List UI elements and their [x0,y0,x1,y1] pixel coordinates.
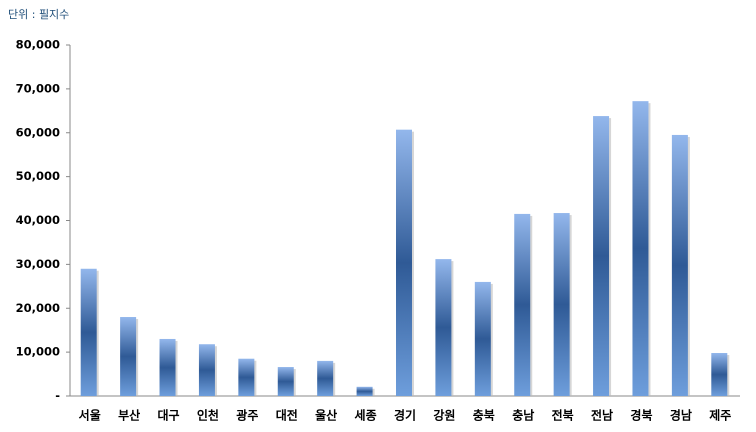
bar [671,134,688,396]
x-tick-label: 인천 [197,408,219,423]
x-tick-label: 광주 [236,408,258,423]
bar [356,386,373,396]
x-tick-label: 충남 [512,408,534,423]
chart-title: 단위 : 필지수 [8,8,69,21]
x-tick-label: 울산 [315,408,337,423]
bar [514,213,531,396]
bar [435,259,452,396]
x-tick-label: 제주 [709,409,731,423]
y-tick-label: 80,000 [16,38,60,52]
x-tick-label: 충북 [473,408,495,423]
x-tick-label: 경남 [670,408,692,423]
x-tick-label: 경기 [394,408,416,423]
x-tick-label: 전남 [591,408,613,423]
bar [396,129,412,396]
bar [317,360,334,396]
bar [593,116,610,396]
x-tick-label: 대구 [157,409,179,423]
y-tick-label: 10,000 [16,345,60,359]
x-tick-label: 부산 [118,408,140,423]
y-tick-label: - [55,389,60,403]
x-tick-label: 대전 [276,408,298,423]
bar [198,344,215,396]
x-tick-label: 서울 [79,408,101,423]
bar [238,358,255,396]
bar [159,338,176,396]
x-tick-label: 경북 [630,409,652,423]
y-tick-label: 30,000 [16,257,60,271]
x-tick-label: 강원 [433,409,455,423]
x-tick-label: 세종 [355,408,377,423]
bar [711,353,728,396]
bar [277,367,294,396]
y-tick-label: 20,000 [16,301,60,315]
bar [632,101,649,396]
x-tick-label: 전북 [552,408,574,423]
y-tick-label: 60,000 [16,125,60,139]
bar [553,213,570,396]
y-tick-label: 70,000 [16,81,60,95]
bar [120,317,137,396]
y-tick-label: 40,000 [16,213,60,227]
bar [474,281,491,396]
bar [80,268,97,396]
y-tick-label: 50,000 [16,169,60,183]
